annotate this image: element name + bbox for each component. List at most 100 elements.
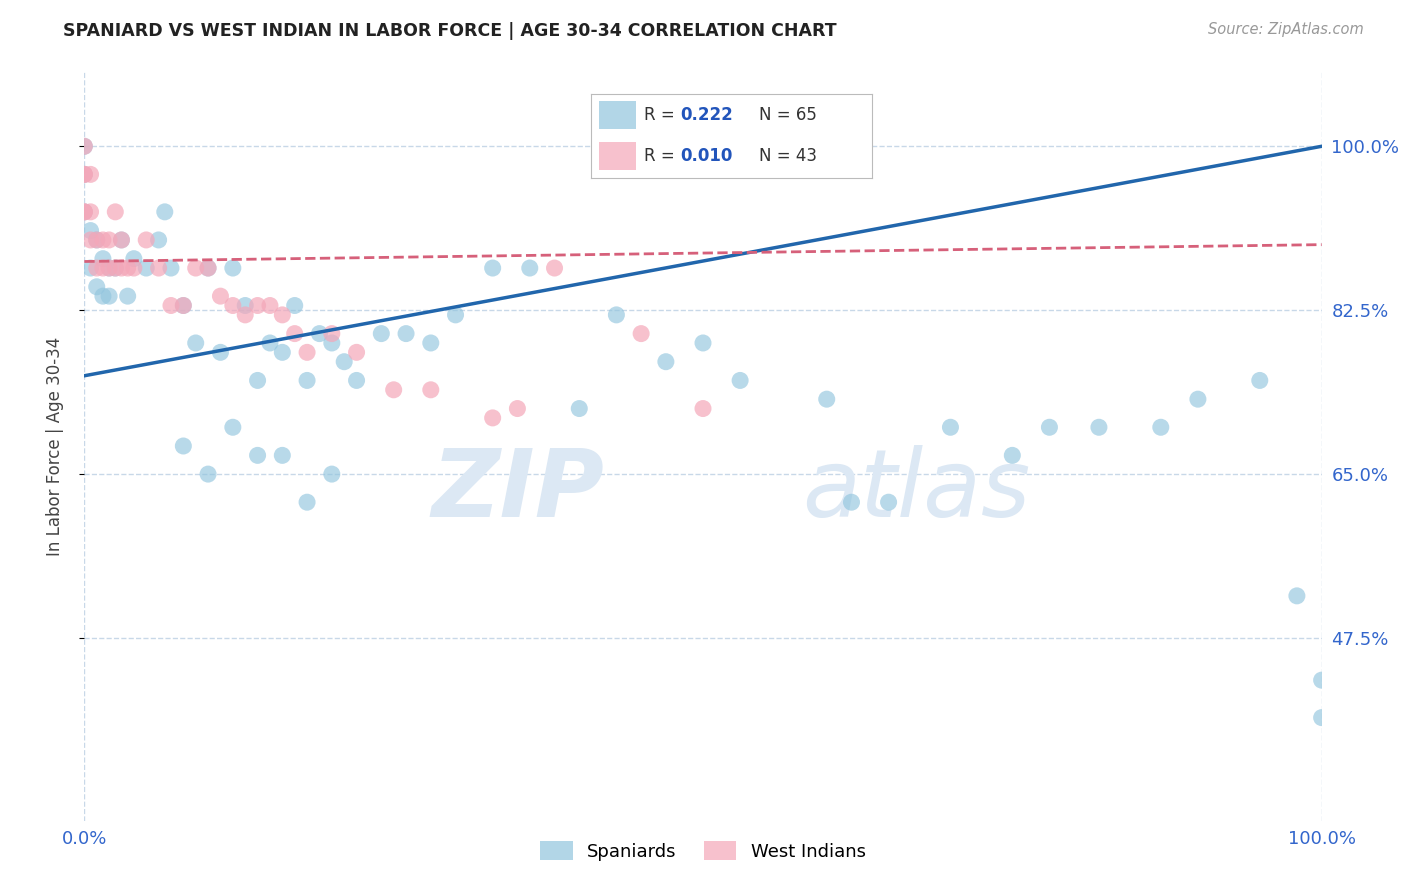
Text: 0.010: 0.010	[681, 147, 733, 165]
Point	[655, 355, 678, 369]
Point	[222, 299, 245, 313]
Point	[73, 139, 96, 153]
Point	[284, 299, 307, 313]
Point	[148, 261, 170, 276]
Point	[246, 374, 269, 388]
Text: N = 65: N = 65	[759, 106, 817, 124]
Point	[86, 233, 108, 247]
Point	[246, 299, 269, 313]
Point	[419, 336, 441, 351]
Point	[79, 261, 101, 276]
Point	[308, 326, 330, 341]
Point	[692, 336, 714, 351]
Y-axis label: In Labor Force | Age 30-34: In Labor Force | Age 30-34	[45, 336, 63, 556]
Point	[98, 289, 121, 303]
Point	[295, 374, 318, 388]
Point	[104, 261, 127, 276]
Point	[79, 224, 101, 238]
Text: N = 43: N = 43	[759, 147, 817, 165]
Point	[91, 261, 114, 276]
Point	[382, 383, 405, 397]
Point	[419, 383, 441, 397]
Point	[86, 280, 108, 294]
Point	[233, 299, 256, 313]
Point	[1088, 420, 1111, 434]
Point	[346, 345, 368, 359]
Point	[197, 467, 219, 482]
Point	[506, 401, 529, 416]
Point	[815, 392, 838, 407]
Point	[284, 326, 307, 341]
Point	[98, 233, 121, 247]
Point	[1187, 392, 1209, 407]
Point	[184, 261, 207, 276]
Point	[209, 289, 232, 303]
Text: Source: ZipAtlas.com: Source: ZipAtlas.com	[1208, 22, 1364, 37]
Point	[543, 261, 565, 276]
Point	[1310, 710, 1333, 724]
Point	[172, 439, 194, 453]
Point	[91, 289, 114, 303]
Point	[73, 168, 96, 182]
Point	[117, 261, 139, 276]
Point	[370, 326, 392, 341]
Point	[197, 261, 219, 276]
Point	[295, 495, 318, 509]
Point	[73, 168, 96, 182]
Point	[481, 261, 503, 276]
Point	[160, 299, 183, 313]
Point	[346, 374, 368, 388]
Text: 0.222: 0.222	[681, 106, 734, 124]
Point	[86, 261, 108, 276]
Point	[259, 299, 281, 313]
Point	[259, 336, 281, 351]
Point	[1001, 449, 1024, 463]
Text: R =: R =	[644, 106, 681, 124]
Point	[1038, 420, 1060, 434]
Point	[122, 252, 145, 266]
Point	[172, 299, 194, 313]
Point	[519, 261, 541, 276]
Bar	[599, 142, 636, 169]
Point	[209, 345, 232, 359]
Point	[222, 261, 245, 276]
Text: SPANIARD VS WEST INDIAN IN LABOR FORCE | AGE 30-34 CORRELATION CHART: SPANIARD VS WEST INDIAN IN LABOR FORCE |…	[63, 22, 837, 40]
Point	[148, 233, 170, 247]
Point	[110, 233, 132, 247]
Point	[153, 205, 176, 219]
Point	[321, 467, 343, 482]
Point	[110, 233, 132, 247]
Point	[73, 205, 96, 219]
Text: atlas: atlas	[801, 445, 1031, 536]
Point	[79, 205, 101, 219]
Point	[395, 326, 418, 341]
Point	[73, 205, 96, 219]
Point	[86, 233, 108, 247]
Point	[73, 205, 96, 219]
Point	[444, 308, 467, 322]
Point	[271, 345, 294, 359]
Point	[481, 411, 503, 425]
Point	[321, 326, 343, 341]
Point	[841, 495, 863, 509]
Point	[98, 261, 121, 276]
Point	[110, 261, 132, 276]
Point	[135, 261, 157, 276]
Point	[79, 233, 101, 247]
Point	[271, 308, 294, 322]
Point	[605, 308, 627, 322]
Point	[333, 355, 356, 369]
Point	[197, 261, 219, 276]
Point	[104, 261, 127, 276]
Point	[295, 345, 318, 359]
Point	[728, 374, 751, 388]
Point	[568, 401, 591, 416]
Legend: Spaniards, West Indians: Spaniards, West Indians	[533, 834, 873, 868]
Point	[117, 289, 139, 303]
Text: ZIP: ZIP	[432, 445, 605, 537]
Point	[98, 261, 121, 276]
Point	[79, 168, 101, 182]
Text: R =: R =	[644, 147, 681, 165]
Point	[91, 233, 114, 247]
Point	[321, 336, 343, 351]
